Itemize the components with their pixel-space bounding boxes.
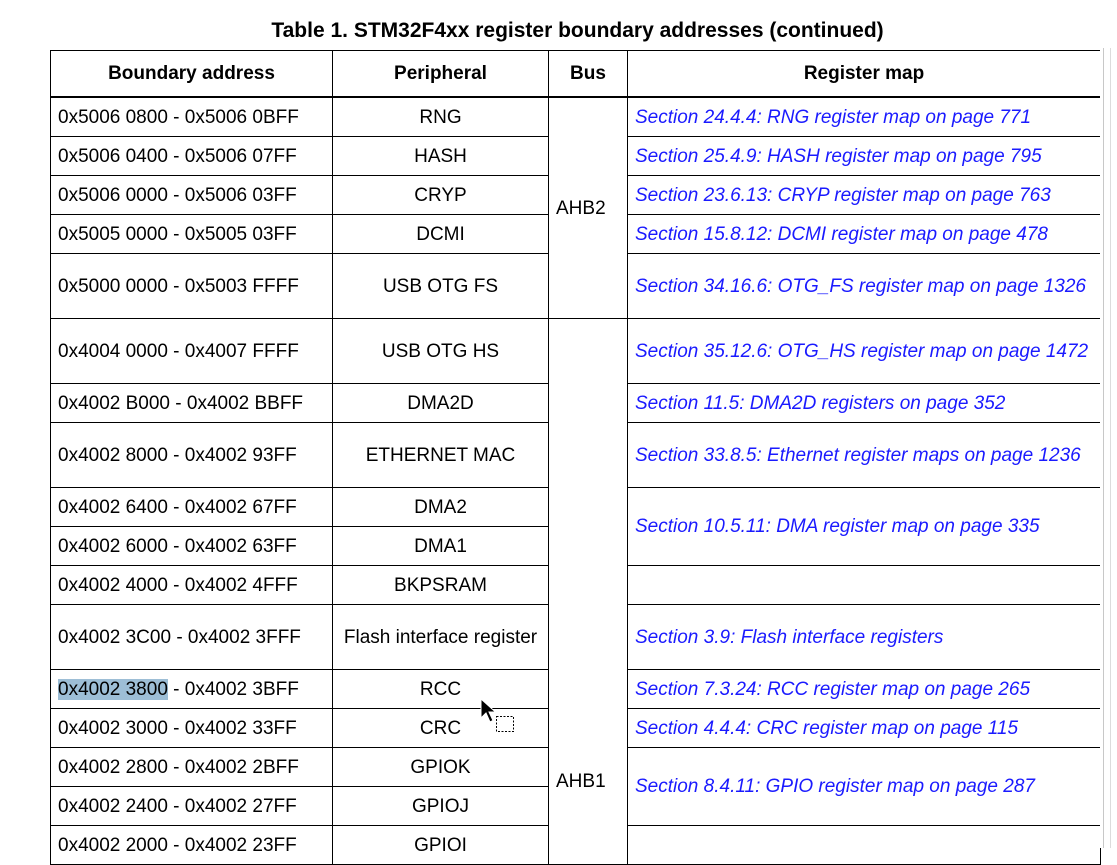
boundary-address-cell: 0x5006 0000 - 0x5006 03FF xyxy=(50,175,333,215)
register-map-link[interactable]: Section 35.12.6: OTG_HS register map on … xyxy=(627,318,1101,384)
table-title: Table 1. STM32F4xx register boundary add… xyxy=(271,19,884,42)
table-row: 0x4002 4000 - 0x4002 4FFF BKPSRAM xyxy=(50,565,1101,605)
table-row: 0x4004 0000 - 0x4007 FFFF USB OTG HS AHB… xyxy=(50,318,1101,865)
register-map-link[interactable]: Section 8.4.11: GPIO register map on pag… xyxy=(627,747,1101,826)
register-map-empty-cell xyxy=(627,825,1101,865)
peripheral-cell: Flash interface register xyxy=(332,604,549,670)
peripheral-cell: DMA1 xyxy=(332,526,549,566)
mouse-pointer-drag-icon xyxy=(480,698,514,732)
peripheral-cell: ETHERNET MAC xyxy=(332,422,549,488)
table-row: 0x4002 2400 - 0x4002 27FF GPIOJ xyxy=(50,786,1101,826)
boundary-address-cell: 0x4002 3800 - 0x4002 3BFF xyxy=(50,669,333,709)
register-map-empty-cell xyxy=(627,565,1101,605)
peripheral-cell: RNG xyxy=(332,96,549,137)
register-map-link[interactable]: Section 15.8.12: DCMI register map on pa… xyxy=(627,214,1101,254)
header-bus: Bus xyxy=(548,50,628,98)
peripheral-cell: RCC xyxy=(332,669,549,709)
peripheral-cell: USB OTG FS xyxy=(332,253,549,319)
header-boundary-address: Boundary address xyxy=(50,50,333,98)
boundary-address-cell: 0x5006 0400 - 0x5006 07FF xyxy=(50,136,333,176)
boundary-address-cell: 0x4002 2000 - 0x4002 23FF xyxy=(50,825,333,865)
peripheral-cell: DCMI xyxy=(332,214,549,254)
right-edge-line xyxy=(1103,48,1104,848)
register-map-link[interactable]: Section 34.16.6: OTG_FS register map on … xyxy=(627,253,1101,319)
boundary-address-cell: 0x4004 0000 - 0x4007 FFFF xyxy=(50,318,333,384)
register-map-link[interactable]: Section 25.4.9: HASH register map on pag… xyxy=(627,136,1101,176)
register-map-link[interactable]: Section 3.9: Flash interface registers xyxy=(627,604,1101,670)
header-register-map: Register map xyxy=(627,50,1101,98)
table-row: 0x5005 0000 - 0x5005 03FF DCMI Section 1… xyxy=(50,214,1101,254)
peripheral-cell: GPIOI xyxy=(332,825,549,865)
right-edge-line xyxy=(1110,48,1111,848)
selected-text[interactable]: 0x4002 3800 xyxy=(58,678,168,700)
table-row: 0x5006 0000 - 0x5006 03FF CRYP Section 2… xyxy=(50,175,1101,215)
peripheral-cell: GPIOK xyxy=(332,747,549,787)
address-rest: - 0x4002 3BFF xyxy=(167,678,299,700)
table-header-row: Boundary address Peripheral Bus Register… xyxy=(50,50,1101,98)
register-map-link[interactable]: Section 11.5: DMA2D registers on page 35… xyxy=(627,383,1101,423)
register-map-link[interactable]: Section 7.3.24: RCC register map on page… xyxy=(627,669,1101,709)
right-edge-strip xyxy=(1100,48,1117,848)
register-map-link[interactable]: Section 33.8.5: Ethernet register maps o… xyxy=(627,422,1101,488)
table-row: 0x4002 3000 - 0x4002 33FF CRC Section 4.… xyxy=(50,708,1101,748)
boundary-address-cell: 0x4002 6400 - 0x4002 67FF xyxy=(50,487,333,527)
boundary-address-cell: 0x4002 6000 - 0x4002 63FF xyxy=(50,526,333,566)
table-row: 0x5006 0800 - 0x5006 0BFF RNG AHB2 Secti… xyxy=(50,96,1101,319)
register-map-link[interactable]: Section 23.6.13: CRYP register map on pa… xyxy=(627,175,1101,215)
peripheral-cell: GPIOJ xyxy=(332,786,549,826)
peripheral-cell: CRYP xyxy=(332,175,549,215)
boundary-address-cell: 0x5006 0800 - 0x5006 0BFF xyxy=(50,96,333,137)
boundary-address-cell: 0x4002 4000 - 0x4002 4FFF xyxy=(50,565,333,605)
table-row: 0x4002 8000 - 0x4002 93FF ETHERNET MAC S… xyxy=(50,422,1101,488)
register-map-link[interactable]: Section 24.4.4: RNG register map on page… xyxy=(627,96,1101,137)
table-row: 0x4002 6000 - 0x4002 63FF DMA1 xyxy=(50,526,1101,566)
boundary-address-cell: 0x4002 3C00 - 0x4002 3FFF xyxy=(50,604,333,670)
bus-cell-ahb1: AHB1 xyxy=(548,318,628,865)
header-peripheral: Peripheral xyxy=(332,50,549,98)
boundary-address-cell: 0x4002 2400 - 0x4002 27FF xyxy=(50,786,333,826)
boundary-address-cell: 0x5000 0000 - 0x5003 FFFF xyxy=(50,253,333,319)
bus-cell-ahb2: AHB2 xyxy=(548,96,628,319)
boundary-address-cell: 0x4002 3000 - 0x4002 33FF xyxy=(50,708,333,748)
table-row: 0x4002 6400 - 0x4002 67FF DMA2 Section 1… xyxy=(50,487,1101,566)
table-row: 0x5000 0000 - 0x5003 FFFF USB OTG FS Sec… xyxy=(50,253,1101,319)
peripheral-cell: BKPSRAM xyxy=(332,565,549,605)
table-row: 0x4002 3C00 - 0x4002 3FFF Flash interfac… xyxy=(50,604,1101,670)
peripheral-cell: USB OTG HS xyxy=(332,318,549,384)
peripheral-cell: HASH xyxy=(332,136,549,176)
peripheral-cell: DMA2D xyxy=(332,383,549,423)
boundary-address-cell: 0x5005 0000 - 0x5005 03FF xyxy=(50,214,333,254)
table-row: 0x4002 3800 - 0x4002 3BFF RCC Section 7.… xyxy=(50,669,1101,709)
table-row: 0x4002 B000 - 0x4002 BBFF DMA2D Section … xyxy=(50,383,1101,423)
peripheral-cell: DMA2 xyxy=(332,487,549,527)
boundary-address-cell: 0x4002 2800 - 0x4002 2BFF xyxy=(50,747,333,787)
boundary-address-cell: 0x4002 8000 - 0x4002 93FF xyxy=(50,422,333,488)
boundary-address-cell: 0x4002 B000 - 0x4002 BBFF xyxy=(50,383,333,423)
register-boundary-table: Boundary address Peripheral Bus Register… xyxy=(50,50,1101,865)
register-map-link[interactable]: Section 4.4.4: CRC register map on page … xyxy=(627,708,1101,748)
register-map-link[interactable]: Section 10.5.11: DMA register map on pag… xyxy=(627,487,1101,566)
